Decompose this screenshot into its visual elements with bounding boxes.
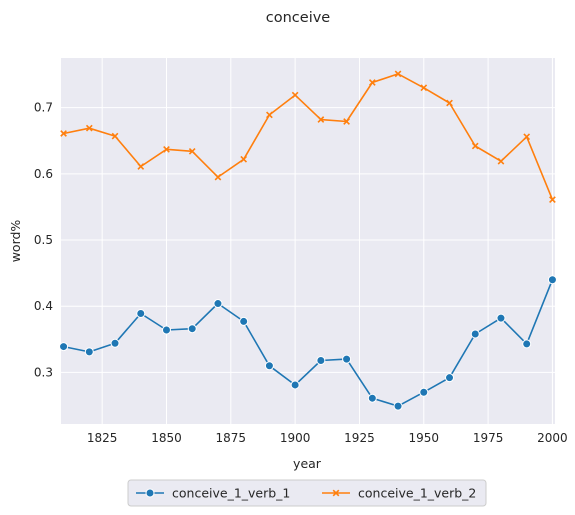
data-point bbox=[59, 342, 69, 352]
data-point bbox=[496, 313, 506, 323]
data-point bbox=[316, 355, 326, 365]
data-point bbox=[393, 401, 403, 411]
y-tick-label: 0.4 bbox=[34, 299, 53, 313]
data-point bbox=[522, 339, 532, 349]
x-tick-label: 2000 bbox=[537, 431, 568, 445]
legend-label: conceive_1_verb_2 bbox=[358, 486, 476, 501]
data-point bbox=[497, 157, 505, 165]
data-point bbox=[420, 84, 428, 92]
data-point bbox=[110, 338, 120, 348]
y-axis-label: word% bbox=[8, 220, 23, 263]
data-point bbox=[446, 99, 453, 107]
series-line-conceive_1_verb_2 bbox=[63, 73, 554, 200]
data-point bbox=[471, 142, 479, 150]
data-point bbox=[111, 132, 119, 140]
legend-marker bbox=[145, 488, 155, 498]
data-point bbox=[470, 329, 480, 339]
data-point bbox=[213, 299, 223, 309]
data-point bbox=[419, 387, 429, 397]
data-point bbox=[239, 316, 249, 326]
y-tick-label: 0.7 bbox=[34, 101, 53, 115]
data-point bbox=[60, 130, 67, 137]
x-tick-label: 1900 bbox=[280, 431, 311, 445]
data-point bbox=[214, 173, 222, 181]
data-point bbox=[240, 155, 248, 163]
data-point bbox=[368, 79, 376, 86]
plot-area bbox=[61, 58, 555, 424]
legend: conceive_1_verb_1 conceive_1_verb_2 bbox=[127, 479, 487, 507]
data-point bbox=[163, 145, 170, 153]
x-axis-label: year bbox=[293, 456, 322, 471]
data-point bbox=[549, 196, 556, 204]
x-tick-label: 1975 bbox=[473, 431, 504, 445]
data-point bbox=[394, 70, 402, 78]
data-point bbox=[84, 347, 94, 357]
series-layer bbox=[59, 70, 557, 411]
data-point bbox=[290, 380, 300, 390]
data-point bbox=[85, 124, 93, 132]
x-tick-label: 1850 bbox=[151, 431, 182, 445]
data-point bbox=[188, 147, 196, 155]
data-point bbox=[317, 116, 325, 123]
y-tick-label: 0.3 bbox=[34, 365, 53, 379]
data-point bbox=[445, 373, 455, 383]
x-tick-label: 1825 bbox=[87, 431, 118, 445]
data-point bbox=[187, 324, 197, 334]
x-tick-label: 1950 bbox=[409, 431, 440, 445]
legend-label: conceive_1_verb_1 bbox=[172, 486, 290, 501]
y-tick-label: 0.5 bbox=[34, 233, 53, 247]
y-tick-label: 0.6 bbox=[34, 167, 53, 181]
legend-entry-conceive_1_verb_1: conceive_1_verb_1 bbox=[136, 486, 290, 501]
data-point bbox=[342, 354, 352, 364]
data-point bbox=[266, 111, 273, 119]
x-tick-label: 1925 bbox=[344, 431, 375, 445]
chart-title: conceive bbox=[266, 10, 331, 26]
x-tick-label: 1875 bbox=[216, 431, 247, 445]
data-point bbox=[343, 118, 350, 125]
x-tick-labels: 1825 1850 1875 1900 1925 1950 1975 2000 bbox=[87, 431, 568, 445]
data-point bbox=[367, 393, 377, 403]
data-point bbox=[136, 308, 146, 318]
data-point bbox=[264, 361, 274, 371]
data-point bbox=[137, 163, 145, 170]
y-tick-labels: 0.3 0.4 0.5 0.6 0.7 bbox=[34, 101, 53, 380]
legend-entry-conceive_1_verb_2: conceive_1_verb_2 bbox=[322, 486, 476, 501]
data-point bbox=[547, 275, 557, 285]
legend-box bbox=[127, 479, 487, 507]
data-point bbox=[523, 133, 531, 141]
series-line-conceive_1_verb_1 bbox=[63, 279, 554, 407]
data-point bbox=[291, 91, 299, 99]
data-point bbox=[161, 325, 171, 335]
